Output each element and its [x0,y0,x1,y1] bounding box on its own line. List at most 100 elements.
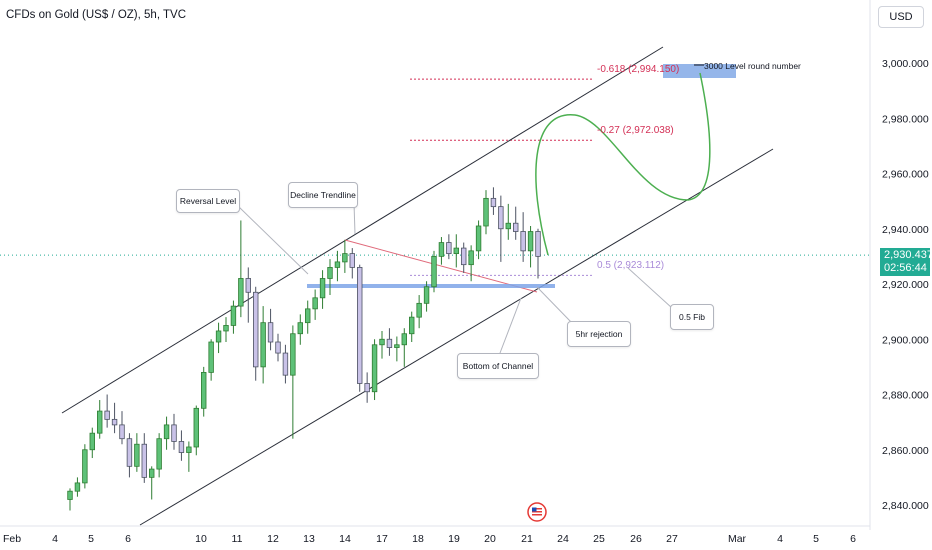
candle-body [416,302,422,318]
candle-body [282,352,289,376]
last-price-tag: 2,930.437 02:56:44 [880,248,932,276]
candle-body [423,286,430,304]
candle-body [223,325,229,332]
candle-body [134,443,140,467]
x-tick-label: 4 [52,533,58,545]
candle-body [275,341,281,354]
callout-pointer [237,205,309,275]
x-tick-label: 18 [412,533,424,545]
candle-body [119,424,125,440]
candle-body [364,383,370,393]
last-price: 2,930.437 [884,249,932,261]
y-tick-label: 2,940.000 [882,224,929,236]
us-flag-icon[interactable] [527,502,547,522]
y-tick-label: 3,000.000 [882,58,929,70]
candle-body [149,468,155,478]
currency-button[interactable]: USD [878,6,924,28]
candle-body [67,490,73,500]
candle-body [535,231,541,257]
callout-fib[interactable]: 0.5 Fib [670,304,714,330]
x-tick-label: 4 [777,533,783,545]
callout-bottom-of-channel[interactable]: Bottom of Channel [457,353,539,379]
x-tick-label: 10 [195,533,207,545]
candle-body [527,231,534,252]
y-tick-label: 2,900.000 [882,334,929,346]
candle-body [357,267,363,384]
candle-body [156,438,162,470]
candle-body [260,322,266,368]
candle-body [253,291,259,368]
callout-5hr-rejection[interactable]: 5hr rejection [567,321,631,347]
x-tick-label: 5 [88,533,94,545]
candle-body [163,424,170,440]
candle-body [97,410,103,434]
candle-body [453,247,459,255]
candle-body [141,443,147,478]
candle-body [290,333,296,376]
x-tick-label: 25 [593,533,605,545]
x-tick-label: 6 [850,533,856,545]
projection-path [535,72,711,256]
candle-body [386,338,393,348]
candle-body [342,253,348,263]
y-tick-label: 2,840.000 [882,500,929,512]
x-tick-label: 6 [125,533,131,545]
candle-body [483,197,489,227]
candle-body [186,446,192,453]
x-tick-label: 26 [630,533,642,545]
x-tick-label: 13 [303,533,315,545]
candle-body [238,278,244,307]
callout-decline-trendline[interactable]: Decline Trendline [288,182,358,208]
candle-body [319,278,326,299]
callout-reversal-level[interactable]: Reversal Level [176,189,240,213]
callout-pointer [536,286,573,324]
candle-body [312,297,318,310]
candle-body [126,438,133,467]
candle-body [394,344,400,348]
candle-body [171,424,177,442]
y-tick-label: 2,980.000 [882,113,929,125]
y-tick-label: 2,880.000 [882,390,929,402]
candle-body [438,242,445,257]
candle-body [349,253,355,268]
candle-body [513,222,519,232]
x-tick-label: 24 [557,533,569,545]
candle-body [490,197,497,208]
x-tick-label: 27 [666,533,678,545]
candle-body [401,333,407,346]
candle-body [89,432,95,451]
candle-body [208,341,214,373]
bar-countdown: 02:56:44 [884,262,927,274]
fib-27-label: -0.27 (2,972.038) [597,125,674,136]
callout-pointer [499,297,522,354]
candle-body [498,206,504,230]
candle-body [334,261,341,268]
candle-body [111,418,118,426]
y-tick-label: 2,960.000 [882,169,929,181]
x-tick-label: 12 [267,533,279,545]
candle-body [409,316,415,335]
candle-body [475,225,482,252]
x-tick-label: Feb [3,533,21,545]
x-tick-label: 14 [339,533,351,545]
x-tick-label: 5 [813,533,819,545]
y-tick-label: 2,860.000 [882,445,929,457]
x-tick-label: 11 [232,533,243,545]
x-tick-label: 20 [484,533,496,545]
candle-body [505,222,511,230]
candle-body [82,449,88,484]
candle-body [371,344,378,393]
fib-618-label: -0.618 (2,994.150) [597,64,680,75]
candle-body [230,305,237,326]
x-tick-label: Mar [728,533,747,545]
candle-body [104,410,110,420]
support-level-band [307,284,555,288]
y-tick-label: 2,920.000 [882,279,929,291]
x-tick-label: 21 [521,533,533,545]
round-number-label: 3000 Level round number [704,61,801,71]
candle-body [305,308,311,324]
x-tick-label: 17 [376,533,388,545]
candle-body [468,250,474,266]
